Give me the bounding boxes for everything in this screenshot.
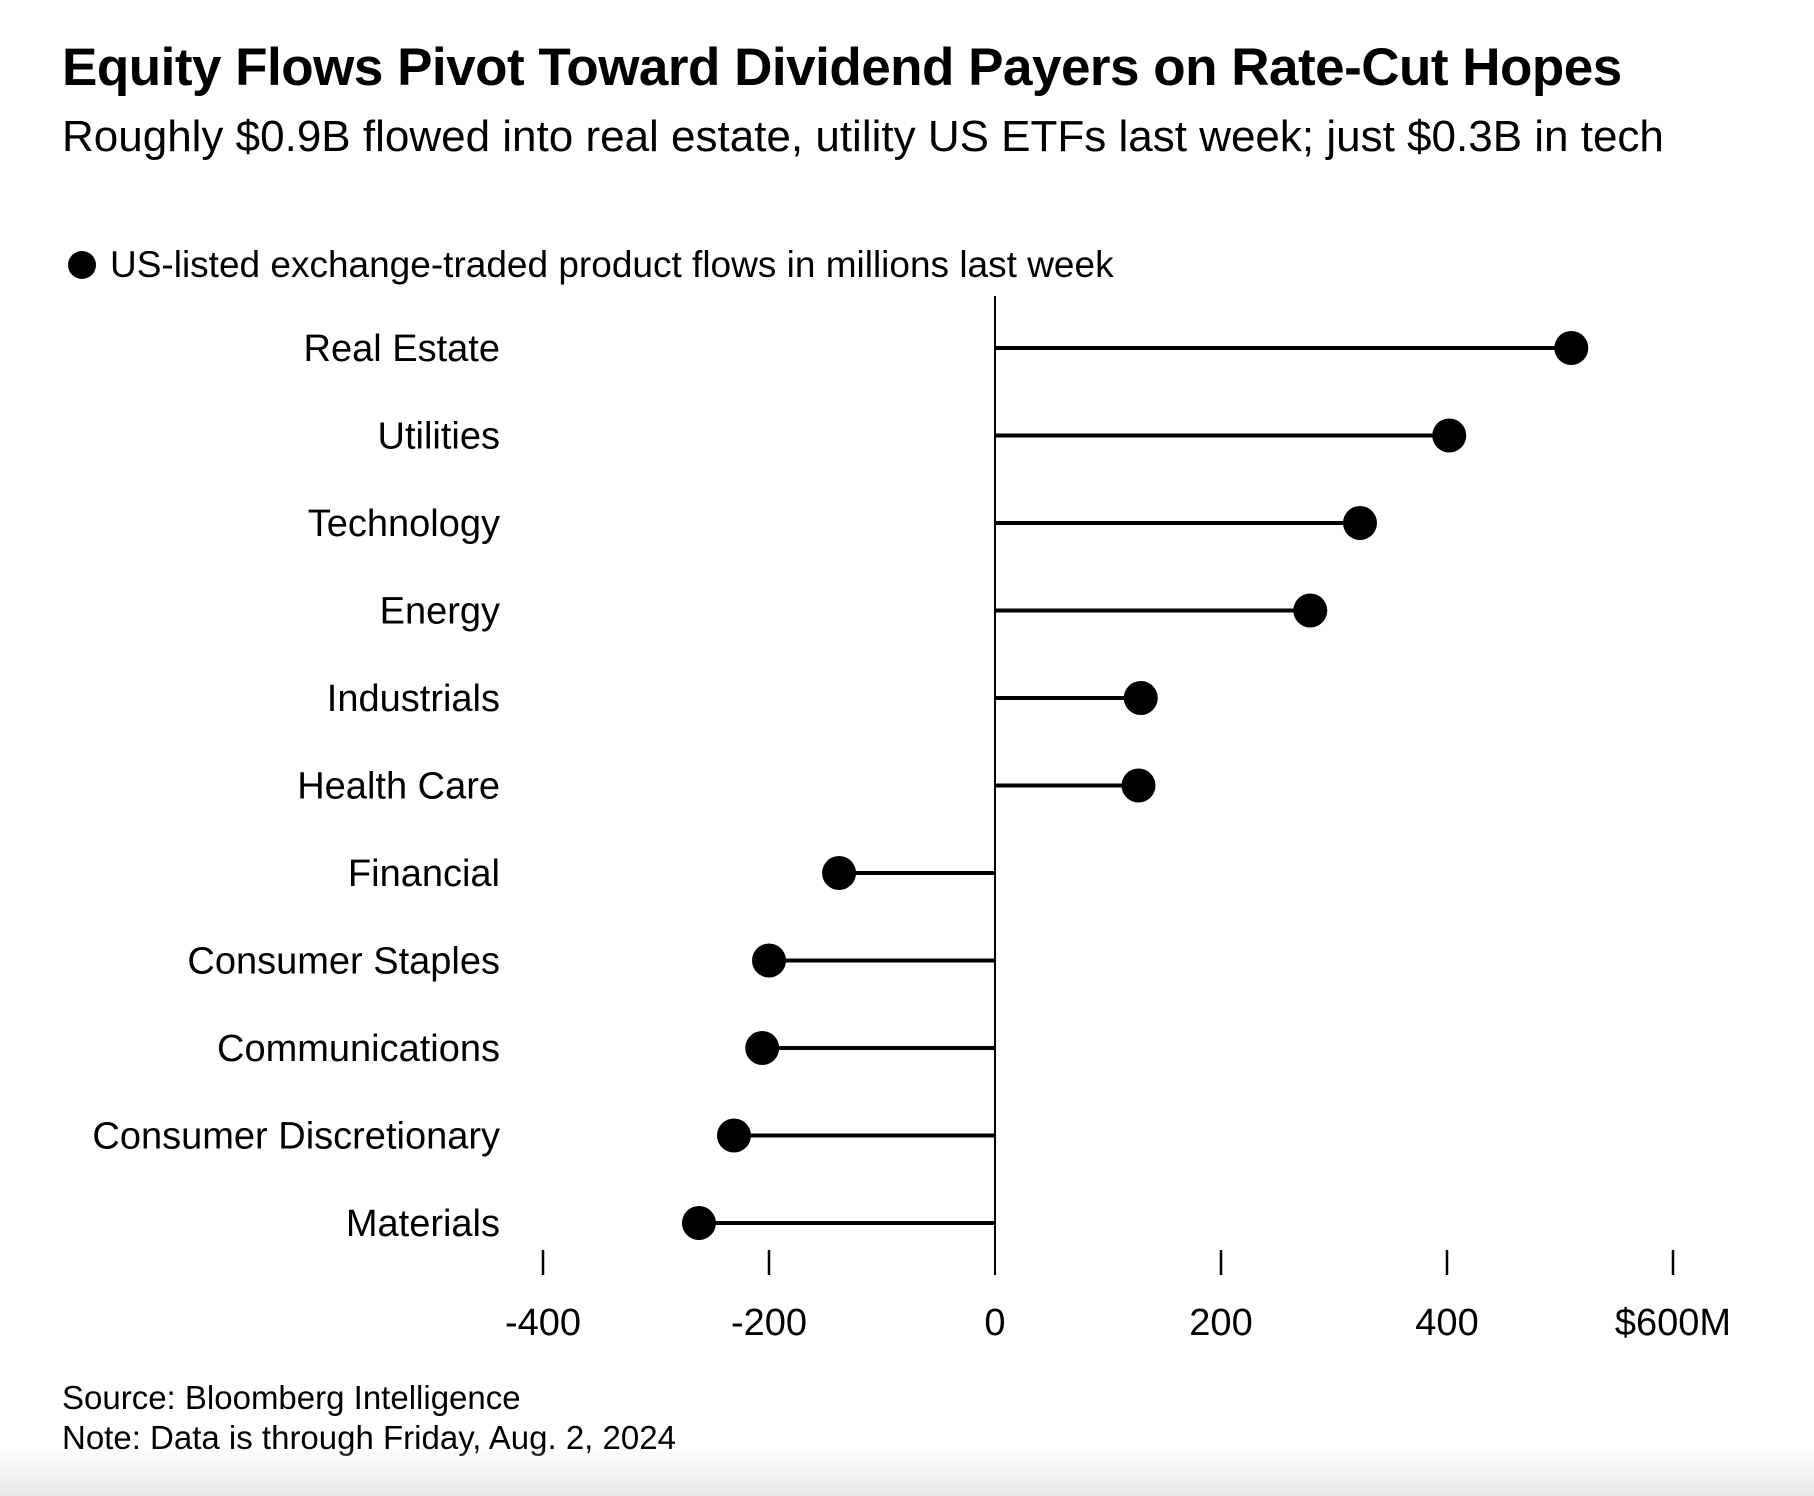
x-tick-label: -400 xyxy=(505,1302,581,1344)
x-tick-label: $600M xyxy=(1615,1302,1731,1344)
category-label: Communications xyxy=(217,1028,500,1070)
legend: US-listed exchange-traded product flows … xyxy=(62,240,1114,290)
category-label: Technology xyxy=(308,503,500,545)
chart-title: Equity Flows Pivot Toward Dividend Payer… xyxy=(62,38,1622,97)
lollipop-dot xyxy=(1554,331,1589,365)
category-label: Real Estate xyxy=(304,328,500,370)
lollipop-dot xyxy=(745,1031,780,1065)
x-tick-label: 200 xyxy=(1189,1302,1252,1344)
labels-layer: -400 -200 0 200 400 $600M Real Estate Utilities… xyxy=(92,328,1731,1344)
lollipop-dot xyxy=(1293,593,1328,628)
bottom-shade xyxy=(0,1446,1814,1496)
source-note: Source: Bloomberg Intelligence xyxy=(62,1379,521,1416)
category-label: Utilities xyxy=(378,416,500,458)
lollipop-dot xyxy=(681,1206,716,1240)
lollipop-dot xyxy=(822,856,857,890)
x-tick-label: 0 xyxy=(984,1302,1005,1344)
category-label: Energy xyxy=(380,591,500,633)
chart-subtitle: Roughly $0.9B flowed into real estate, u… xyxy=(62,112,1664,161)
marks-layer xyxy=(681,331,1589,1240)
lollipop-dot xyxy=(716,1118,751,1153)
category-label: Industrials xyxy=(327,678,500,720)
category-label: Consumer Discretionary xyxy=(92,1116,500,1158)
lollipop-dot xyxy=(1121,768,1156,803)
x-tick-label: 400 xyxy=(1415,1302,1478,1344)
category-label: Health Care xyxy=(297,766,500,808)
lollipop-dot xyxy=(1432,418,1467,453)
legend-dot-icon xyxy=(68,251,96,279)
lollipop-dot xyxy=(1123,681,1158,715)
category-label: Financial xyxy=(348,853,500,895)
legend-label: US-listed exchange-traded product flows … xyxy=(110,244,1114,285)
category-label: Consumer Staples xyxy=(187,941,500,983)
lollipop-dot xyxy=(1342,506,1377,540)
lollipop-dot xyxy=(752,943,786,978)
category-label: Materials xyxy=(346,1203,500,1245)
x-tick-label: -200 xyxy=(731,1302,807,1344)
